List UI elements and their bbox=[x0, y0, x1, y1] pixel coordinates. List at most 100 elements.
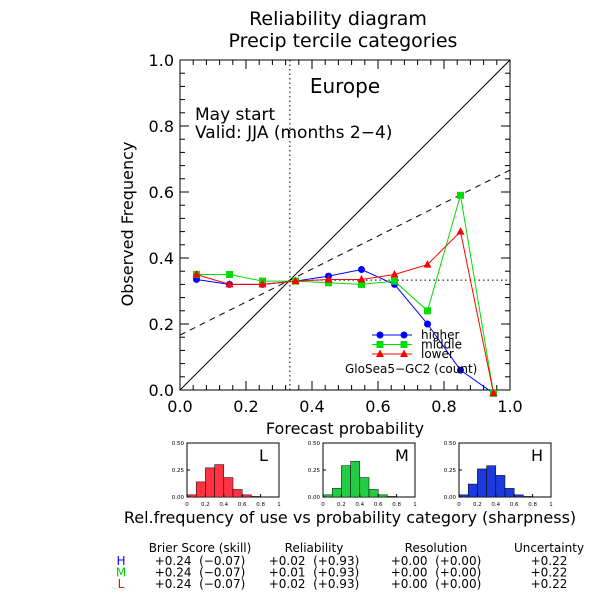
sharpness-y-tick-label: 0.25 bbox=[308, 468, 321, 474]
sharpness-y-tick-label: 0.25 bbox=[172, 468, 185, 474]
sharpness-x-tick-label: 0.2 bbox=[201, 502, 210, 508]
sharpness-bar-M bbox=[350, 461, 361, 498]
sharpness-bar-M bbox=[377, 494, 388, 498]
sharpness-bar-M bbox=[387, 496, 397, 498]
sharpness-x-tick-label: 0.6 bbox=[510, 502, 519, 508]
legend-label-lower: lower bbox=[421, 347, 454, 361]
score-header: Uncertainty bbox=[514, 541, 584, 555]
x-tick-label: 0.6 bbox=[365, 397, 390, 416]
x-tick-label: 1.0 bbox=[497, 397, 522, 416]
data-point-middle bbox=[226, 271, 233, 278]
score-table: Brier Score (skill) Reliability Resolution… bbox=[116, 541, 584, 591]
data-point-middle bbox=[424, 307, 431, 315]
sharpness-bar-H bbox=[513, 494, 524, 498]
series-line-lower bbox=[196, 230, 494, 394]
sharpness-bar-L bbox=[195, 481, 206, 498]
data-point-lower bbox=[390, 270, 399, 278]
plot-frame bbox=[179, 59, 511, 391]
sharpness-panel-label: H bbox=[531, 446, 543, 465]
sharpness-bar-H bbox=[486, 465, 497, 498]
score-value: +0.24 (−0.07) bbox=[155, 566, 246, 580]
data-point-lower bbox=[291, 276, 300, 285]
data-point-lower bbox=[258, 279, 267, 288]
chart-title-line-1: Reliability diagram bbox=[249, 8, 427, 30]
data-point-middle bbox=[391, 277, 398, 285]
sharpness-panel-label: L bbox=[259, 446, 268, 465]
sharpness-bar-L bbox=[251, 496, 261, 498]
sharpness-panel-label: M bbox=[395, 446, 409, 465]
legend-marker-lower bbox=[376, 349, 384, 357]
sharpness-x-tick-label: 0.8 bbox=[528, 502, 537, 508]
sharpness-x-tick-label: 0.6 bbox=[238, 502, 247, 508]
sharpness-x-tick-label: 1 bbox=[549, 502, 553, 508]
data-point-higher bbox=[457, 366, 464, 374]
sharpness-x-tick-label: 0.8 bbox=[256, 502, 265, 508]
sharpness-y-tick-label: 0.00 bbox=[444, 495, 457, 501]
score-value: +0.22 bbox=[531, 554, 568, 568]
region-label: Europe bbox=[310, 74, 380, 98]
score-row-label-L: L bbox=[118, 577, 125, 591]
sharpness-x-tick-label: 0 bbox=[185, 502, 189, 508]
sharpness-bar-L bbox=[223, 477, 234, 498]
sharpness-y-tick-label: 0.50 bbox=[444, 441, 457, 447]
legend-label-middle: middle bbox=[421, 338, 462, 352]
score-value: +0.02 (+0.93) bbox=[269, 554, 360, 568]
sharpness-x-tick-label: 0.2 bbox=[337, 502, 346, 508]
legend-marker-middle bbox=[376, 341, 384, 348]
sharpness-bar-M bbox=[331, 488, 342, 498]
x-tick-label: 0.2 bbox=[233, 397, 258, 416]
data-point-middle bbox=[457, 191, 464, 199]
y-tick-label: 0.0 bbox=[149, 381, 174, 400]
sharpness-y-tick-label: 0.50 bbox=[172, 441, 185, 447]
x-axis-label: Forecast probability bbox=[266, 419, 424, 438]
data-point-lower bbox=[324, 274, 333, 283]
score-value: +0.01 (+0.93) bbox=[269, 566, 360, 580]
score-value: +0.00 (+0.00) bbox=[391, 566, 482, 580]
sharpness-bar-H bbox=[467, 483, 478, 498]
data-point-lower bbox=[423, 260, 432, 268]
legend-marker-higher bbox=[376, 331, 384, 339]
sharpness-x-tick-label: 0 bbox=[457, 502, 461, 508]
sharpness-y-tick-label: 0.00 bbox=[308, 495, 321, 501]
x-tick-label: 0.4 bbox=[299, 397, 324, 416]
y-tick-label: 0.8 bbox=[149, 117, 174, 136]
data-point-lower bbox=[456, 227, 465, 235]
sharpness-bar-H bbox=[495, 475, 506, 498]
y-tick-label: 0.6 bbox=[149, 183, 174, 202]
reliability-plot: 0.0 0.2 0.4 0.6 0.8 1.0 0.0 0.2 0.4 0.6 0.8 1.0 bbox=[149, 51, 523, 416]
series-line-middle bbox=[196, 195, 494, 394]
score-row-label-M: M bbox=[116, 566, 126, 580]
score-row-label-H: H bbox=[116, 554, 125, 568]
data-point-higher bbox=[424, 320, 431, 328]
start-annotation: May start bbox=[195, 105, 275, 125]
sharpness-bar-M bbox=[368, 489, 379, 498]
sharpness-x-tick-label: 0.6 bbox=[374, 502, 383, 508]
score-value: +0.24 (−0.07) bbox=[155, 577, 246, 591]
data-point-lower bbox=[357, 274, 366, 283]
sharpness-bar-H bbox=[477, 468, 487, 498]
sharpness-y-tick-label: 0.00 bbox=[172, 495, 185, 501]
legend-note: GloSea5−GC2 (count) bbox=[345, 362, 477, 376]
sharpness-x-tick-label: 0.4 bbox=[355, 502, 364, 508]
score-value: +0.22 bbox=[531, 577, 568, 591]
data-point-higher bbox=[358, 266, 365, 274]
sharpness-x-tick-label: 0.2 bbox=[473, 502, 482, 508]
chart-title-line-2: Precip tercile categories bbox=[229, 30, 458, 52]
sharpness-x-tick-label: 1 bbox=[413, 502, 417, 508]
legend-marker-lower bbox=[400, 349, 408, 357]
data-point-lower bbox=[192, 270, 201, 278]
score-value: +0.22 bbox=[531, 566, 568, 580]
x-tick-label: 0.0 bbox=[167, 397, 192, 416]
sharpness-bar-M bbox=[359, 477, 370, 498]
y-tick-label: 0.4 bbox=[149, 249, 174, 268]
legend-marker-higher bbox=[400, 331, 408, 339]
data-point-middle bbox=[358, 280, 365, 288]
sharpness-bar-H bbox=[504, 488, 515, 498]
score-value: +0.00 (+0.00) bbox=[391, 577, 482, 591]
sharpness-x-tick-label: 0.8 bbox=[392, 502, 401, 508]
x-tick-label: 0.8 bbox=[431, 397, 456, 416]
sharpness-bar-M bbox=[341, 465, 351, 498]
score-header: Resolution bbox=[405, 541, 468, 555]
